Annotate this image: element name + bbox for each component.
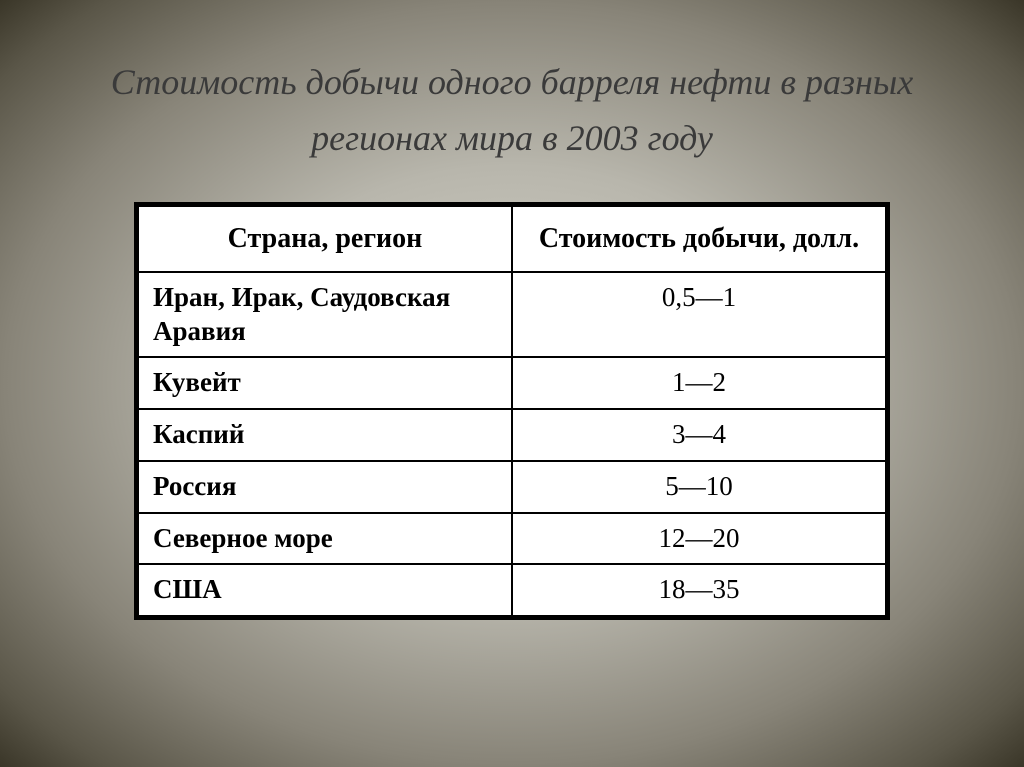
table-row: Россия 5—10 xyxy=(138,461,886,513)
cell-cost: 3—4 xyxy=(512,409,886,461)
cell-region: Каспий xyxy=(138,409,512,461)
cell-region: Кувейт xyxy=(138,357,512,409)
cell-region: Россия xyxy=(138,461,512,513)
cell-region: Северное море xyxy=(138,513,512,565)
cell-cost: 18—35 xyxy=(512,564,886,616)
table-row: Иран, Ирак, Саудовская Аравия 0,5—1 xyxy=(138,272,886,358)
table-row: Кувейт 1—2 xyxy=(138,357,886,409)
cost-table: Страна, регион Стоимость добычи, долл. И… xyxy=(137,205,887,618)
cell-region: Иран, Ирак, Саудовская Аравия xyxy=(138,272,512,358)
cell-cost: 0,5—1 xyxy=(512,272,886,358)
table-row: США 18—35 xyxy=(138,564,886,616)
table-header-row: Страна, регион Стоимость добычи, долл. xyxy=(138,206,886,272)
cell-cost: 12—20 xyxy=(512,513,886,565)
cost-table-container: Страна, регион Стоимость добычи, долл. И… xyxy=(134,202,890,621)
page-title: Стоимость добычи одного барреля нефти в … xyxy=(0,55,1024,167)
cell-region: США xyxy=(138,564,512,616)
table-row: Северное море 12—20 xyxy=(138,513,886,565)
table-row: Каспий 3—4 xyxy=(138,409,886,461)
table-body: Иран, Ирак, Саудовская Аравия 0,5—1 Куве… xyxy=(138,272,886,616)
cell-cost: 1—2 xyxy=(512,357,886,409)
header-cost: Стоимость добычи, долл. xyxy=(512,206,886,272)
cell-cost: 5—10 xyxy=(512,461,886,513)
header-region: Страна, регион xyxy=(138,206,512,272)
